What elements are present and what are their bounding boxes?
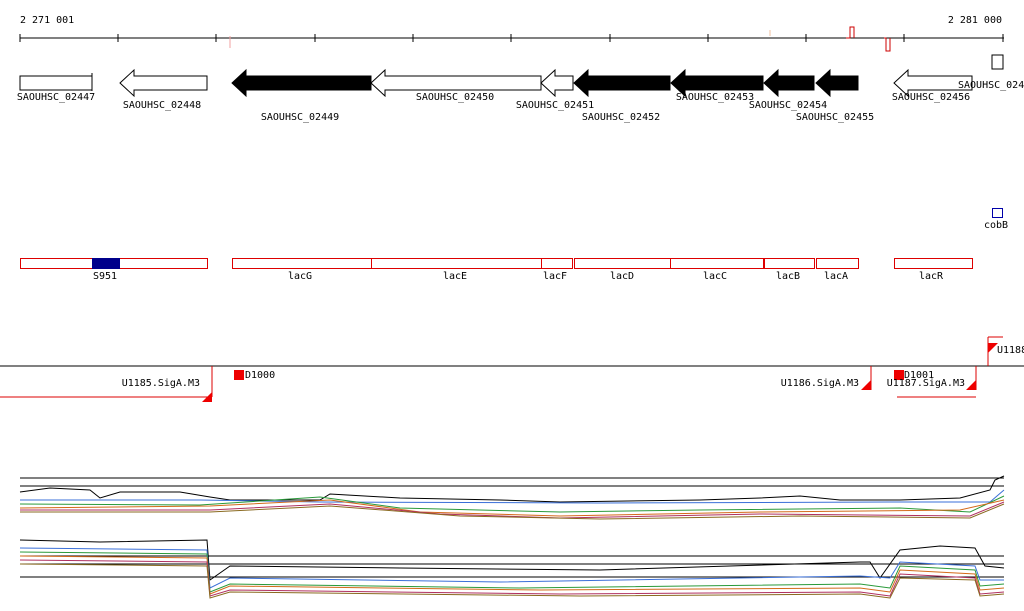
- expression-track: [19, 475, 1005, 599]
- promoter-label: U1188: [997, 345, 1024, 356]
- gene-label: SAOUHSC_02448: [123, 100, 201, 111]
- feature-label: lacC: [703, 271, 727, 282]
- ruler: 2 271 001 2 281 000: [19, 15, 1004, 52]
- gene-label: SAOUHSC_02451: [516, 100, 594, 111]
- gene-label: SAOUHSC_024: [958, 80, 1024, 91]
- gene-label: SAOUHSC_02455: [796, 112, 874, 123]
- feature-labels: cobB S951 lacG lacE lacF lacD lacC lacB …: [93, 220, 1008, 282]
- feature-label: lacE: [443, 271, 467, 282]
- gene-label: SAOUHSC_02447: [17, 92, 95, 103]
- promoter-label: U1185.SigA.M3: [122, 378, 200, 389]
- gene-label: SAOUHSC_02453: [676, 92, 754, 103]
- promoter-track: U1185.SigA.M3 D1000 U1186.SigA.M3 D1001 …: [0, 336, 1024, 402]
- promoter-label: D1001: [904, 370, 934, 381]
- feature-label: lacB: [776, 271, 800, 282]
- gene-label: SAOUHSC_02450: [416, 92, 494, 103]
- feature-label: lacD: [610, 271, 634, 282]
- ruler-start: 2 271 001: [20, 15, 74, 26]
- gene-label: SAOUHSC_02452: [582, 112, 660, 123]
- gene-labels: SAOUHSC_02447 SAOUHSC_02448 SAOUHSC_0244…: [17, 80, 1024, 123]
- feature-label: S951: [93, 271, 117, 282]
- promoter-label: D1000: [245, 370, 275, 381]
- feature-track: [20, 208, 1003, 269]
- feature-label: cobB: [984, 220, 1008, 231]
- feature-label: lacG: [288, 271, 312, 282]
- promoter-label: U1187.SigA.M3: [887, 378, 965, 389]
- gene-label: SAOUHSC_02454: [749, 100, 827, 111]
- ruler-end: 2 281 000: [948, 15, 1002, 26]
- feature-label: lacF: [543, 271, 567, 282]
- gene-label: SAOUHSC_02456: [892, 92, 970, 103]
- feature-label: lacR: [919, 271, 944, 282]
- feature-label: lacA: [824, 271, 848, 282]
- gene-track: [19, 54, 1004, 98]
- gene-label: SAOUHSC_02449: [261, 112, 339, 123]
- promoter-label: U1186.SigA.M3: [781, 378, 859, 389]
